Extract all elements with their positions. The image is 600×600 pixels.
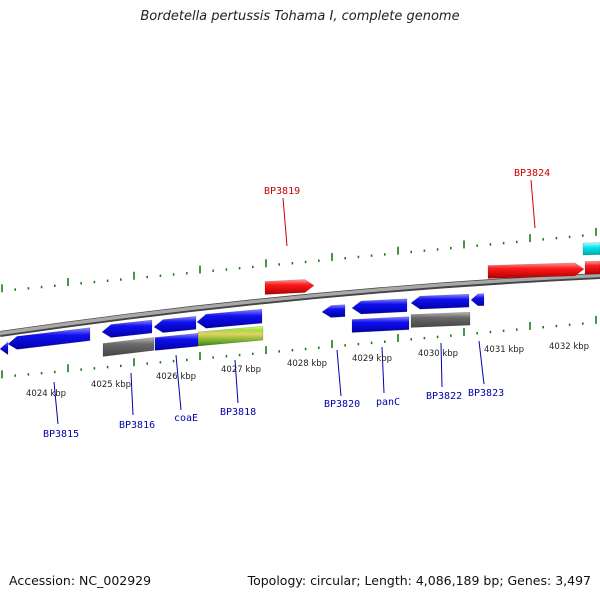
scale-label-4029: 4029 kbp: [352, 354, 392, 364]
cds-forward-offscreen[interactable]: [584, 260, 600, 275]
length-label: Length:: [364, 573, 412, 588]
genome-backbone: [0, 273, 600, 337]
ticks-bottom: [1, 315, 597, 379]
scale-label-4028: 4028 kbp: [287, 359, 327, 369]
scale-label-4024: 4024 kbp: [26, 389, 66, 399]
cds-BP3824[interactable]: [487, 262, 585, 279]
label-leaders: [53, 179, 536, 425]
leader-line-6: [381, 346, 385, 394]
cds-BP3818[interactable]: [196, 308, 263, 329]
pseudo-feature-1[interactable]: [102, 337, 155, 357]
leader-line-0: [53, 381, 59, 425]
cds-row2-coaE[interactable]: [154, 332, 199, 351]
leader-line-5: [336, 349, 342, 397]
gene-label-BP3822: BP3822: [426, 391, 462, 402]
leader-line-8: [478, 340, 485, 385]
gene-features: [0, 242, 600, 357]
scale-label-4030: 4030 kbp: [418, 349, 458, 359]
gene-label-BP3820: BP3820: [324, 399, 360, 410]
leader-line-9: [530, 179, 536, 229]
gene-label-panC: panC: [376, 397, 400, 408]
cds-panC[interactable]: [351, 298, 408, 315]
scale-labels: 4024 kbp 4025 kbp 4026 kbp 4027 kbp 4028…: [26, 342, 589, 399]
pseudo-feature-2[interactable]: [410, 311, 471, 328]
cds-BP3816[interactable]: [101, 319, 153, 338]
leader-line-4: [282, 197, 288, 247]
accession-label: Accession:: [9, 573, 76, 588]
genome-stats-line: Topology: circular; Length: 4,086,189 bp…: [247, 573, 591, 588]
scale-label-4031: 4031 kbp: [484, 345, 524, 355]
topology-value: circular: [310, 573, 357, 588]
cds-BP3819[interactable]: [264, 279, 315, 295]
cds-BP3820[interactable]: [321, 304, 346, 318]
gene-labels: BP3815 BP3816 coaE BP3818 BP3819 BP3820 …: [43, 168, 550, 440]
accession-value: NC_002929: [79, 573, 152, 588]
gene-label-BP3823: BP3823: [468, 388, 504, 399]
cds-coaE[interactable]: [153, 316, 197, 333]
scale-label-4025: 4025 kbp: [91, 380, 131, 390]
leader-line-2: [175, 354, 182, 411]
leader-line-1: [130, 372, 134, 416]
gene-label-BP3819: BP3819: [264, 186, 300, 197]
misc-feature[interactable]: [197, 325, 264, 347]
cds-reverse-partial[interactable]: [0, 341, 9, 356]
cds-row2-panC[interactable]: [351, 316, 410, 333]
scale-label-4026: 4026 kbp: [156, 372, 196, 382]
gene-label-BP3818: BP3818: [220, 407, 256, 418]
gene-label-BP3816: BP3816: [119, 420, 155, 431]
gene-label-coaE: coaE: [174, 413, 198, 424]
leader-line-3: [234, 359, 239, 404]
scale-label-4032: 4032 kbp: [549, 342, 589, 352]
gene-label-BP3815: BP3815: [43, 429, 79, 440]
ticks-top: [1, 227, 597, 293]
accession-line: Accession: NC_002929: [9, 573, 151, 588]
topology-label: Topology:: [247, 573, 307, 588]
map-title: Bordetella pertussis Tohama I, complete …: [140, 9, 460, 24]
genes-value: 3,497: [555, 573, 591, 588]
scale-label-4027: 4027 kbp: [221, 365, 261, 375]
cds-BP3822[interactable]: [410, 293, 470, 310]
cds-BP3823[interactable]: [470, 293, 485, 307]
leader-line-7: [440, 342, 443, 388]
genes-label: Genes:: [507, 573, 552, 588]
gene-label-BP3824: BP3824: [514, 168, 550, 179]
length-value: 4,086,189 bp: [415, 573, 500, 588]
rna-feature[interactable]: [582, 242, 600, 256]
cds-BP3815[interactable]: [7, 327, 91, 350]
